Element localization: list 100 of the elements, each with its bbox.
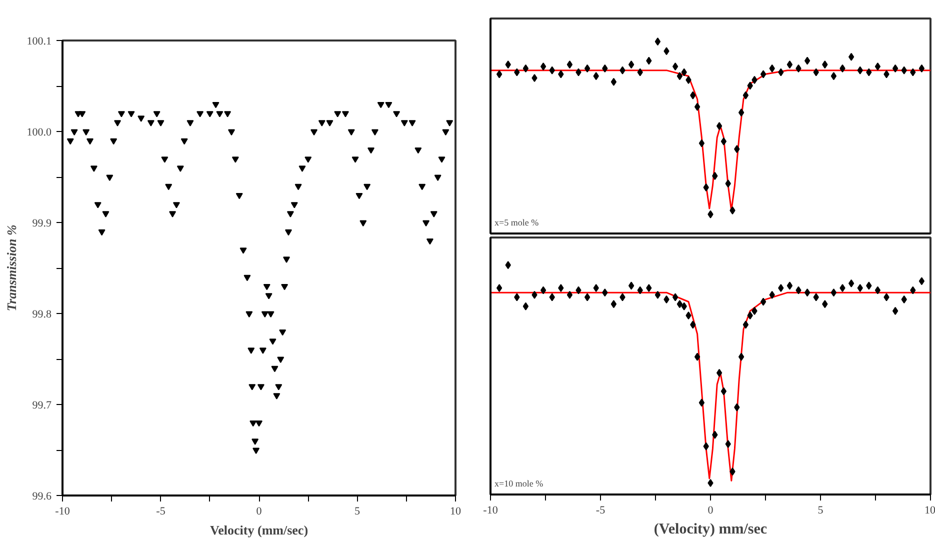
point <box>918 277 925 286</box>
point <box>769 64 775 72</box>
point <box>840 284 846 292</box>
point <box>752 76 758 84</box>
point <box>804 56 810 65</box>
point <box>786 60 793 69</box>
point <box>686 312 692 320</box>
point <box>892 64 898 72</box>
point <box>637 286 643 294</box>
point <box>593 284 599 292</box>
point <box>549 66 555 74</box>
point <box>866 282 872 290</box>
point <box>884 70 890 78</box>
point <box>848 52 854 61</box>
point <box>738 108 744 117</box>
point <box>698 139 705 148</box>
point <box>712 430 718 439</box>
point <box>602 64 608 72</box>
x-tick-label: 0 <box>708 504 714 516</box>
point <box>778 284 784 292</box>
point <box>716 368 722 377</box>
point <box>505 60 511 69</box>
point <box>708 479 714 488</box>
point <box>830 288 837 297</box>
x-tick-label: 0 <box>256 506 262 518</box>
point <box>796 64 802 72</box>
point <box>532 74 538 82</box>
point <box>840 64 846 72</box>
point <box>752 306 758 315</box>
point <box>672 293 678 302</box>
point <box>857 66 863 74</box>
annotation: x=10 mole % <box>494 478 544 488</box>
point <box>584 64 590 72</box>
point <box>690 91 696 100</box>
point <box>892 306 898 315</box>
point <box>698 398 705 407</box>
point <box>918 64 925 72</box>
point <box>646 284 652 292</box>
point <box>760 70 766 78</box>
point <box>566 290 573 299</box>
point <box>664 47 670 56</box>
point <box>610 78 617 86</box>
point <box>694 352 700 361</box>
text: 100.0 <box>26 126 52 138</box>
point <box>716 122 722 130</box>
point <box>664 295 670 304</box>
point <box>813 293 819 302</box>
point <box>620 293 626 302</box>
point <box>734 403 740 412</box>
x-tick-label: 5 <box>354 506 360 518</box>
point <box>738 352 744 361</box>
point <box>708 210 714 218</box>
point <box>703 183 709 192</box>
point <box>769 290 775 299</box>
point <box>676 300 683 308</box>
point <box>522 302 529 310</box>
point <box>522 64 529 72</box>
point <box>747 82 753 90</box>
point <box>703 442 709 450</box>
point <box>910 286 916 294</box>
point <box>681 302 687 310</box>
point <box>822 60 828 69</box>
y-tick-label: 99.7 <box>32 400 52 412</box>
point <box>690 320 696 329</box>
point <box>848 279 854 288</box>
point <box>725 440 731 448</box>
point <box>857 284 863 292</box>
x-tick-label: -5 <box>156 506 166 518</box>
point <box>874 286 881 294</box>
point <box>593 72 599 80</box>
point <box>514 293 520 302</box>
y-tick-label: 99.8 <box>32 308 52 320</box>
x-tick-label: 10 <box>924 504 935 516</box>
point <box>496 284 502 292</box>
point <box>549 293 555 302</box>
point <box>874 62 881 70</box>
point <box>910 68 916 76</box>
point <box>813 68 819 76</box>
point <box>786 282 793 290</box>
point <box>532 290 538 299</box>
point <box>566 60 573 69</box>
point <box>637 68 643 76</box>
x-tick-label: -10 <box>55 506 70 518</box>
x-tick-label: -10 <box>483 504 498 516</box>
point <box>558 284 564 292</box>
point <box>628 60 634 69</box>
point <box>584 293 590 302</box>
point <box>730 468 736 476</box>
point <box>747 312 753 320</box>
point <box>496 70 502 78</box>
point <box>901 295 907 304</box>
point <box>505 261 511 270</box>
point <box>576 286 582 294</box>
y-axis-title: Transmission % <box>4 224 19 312</box>
y-tick-label: 99.9 <box>32 218 52 230</box>
y-tick-label: 99.6 <box>32 490 52 502</box>
point <box>628 282 634 290</box>
point <box>686 76 692 84</box>
point <box>654 290 661 299</box>
point <box>830 72 837 80</box>
